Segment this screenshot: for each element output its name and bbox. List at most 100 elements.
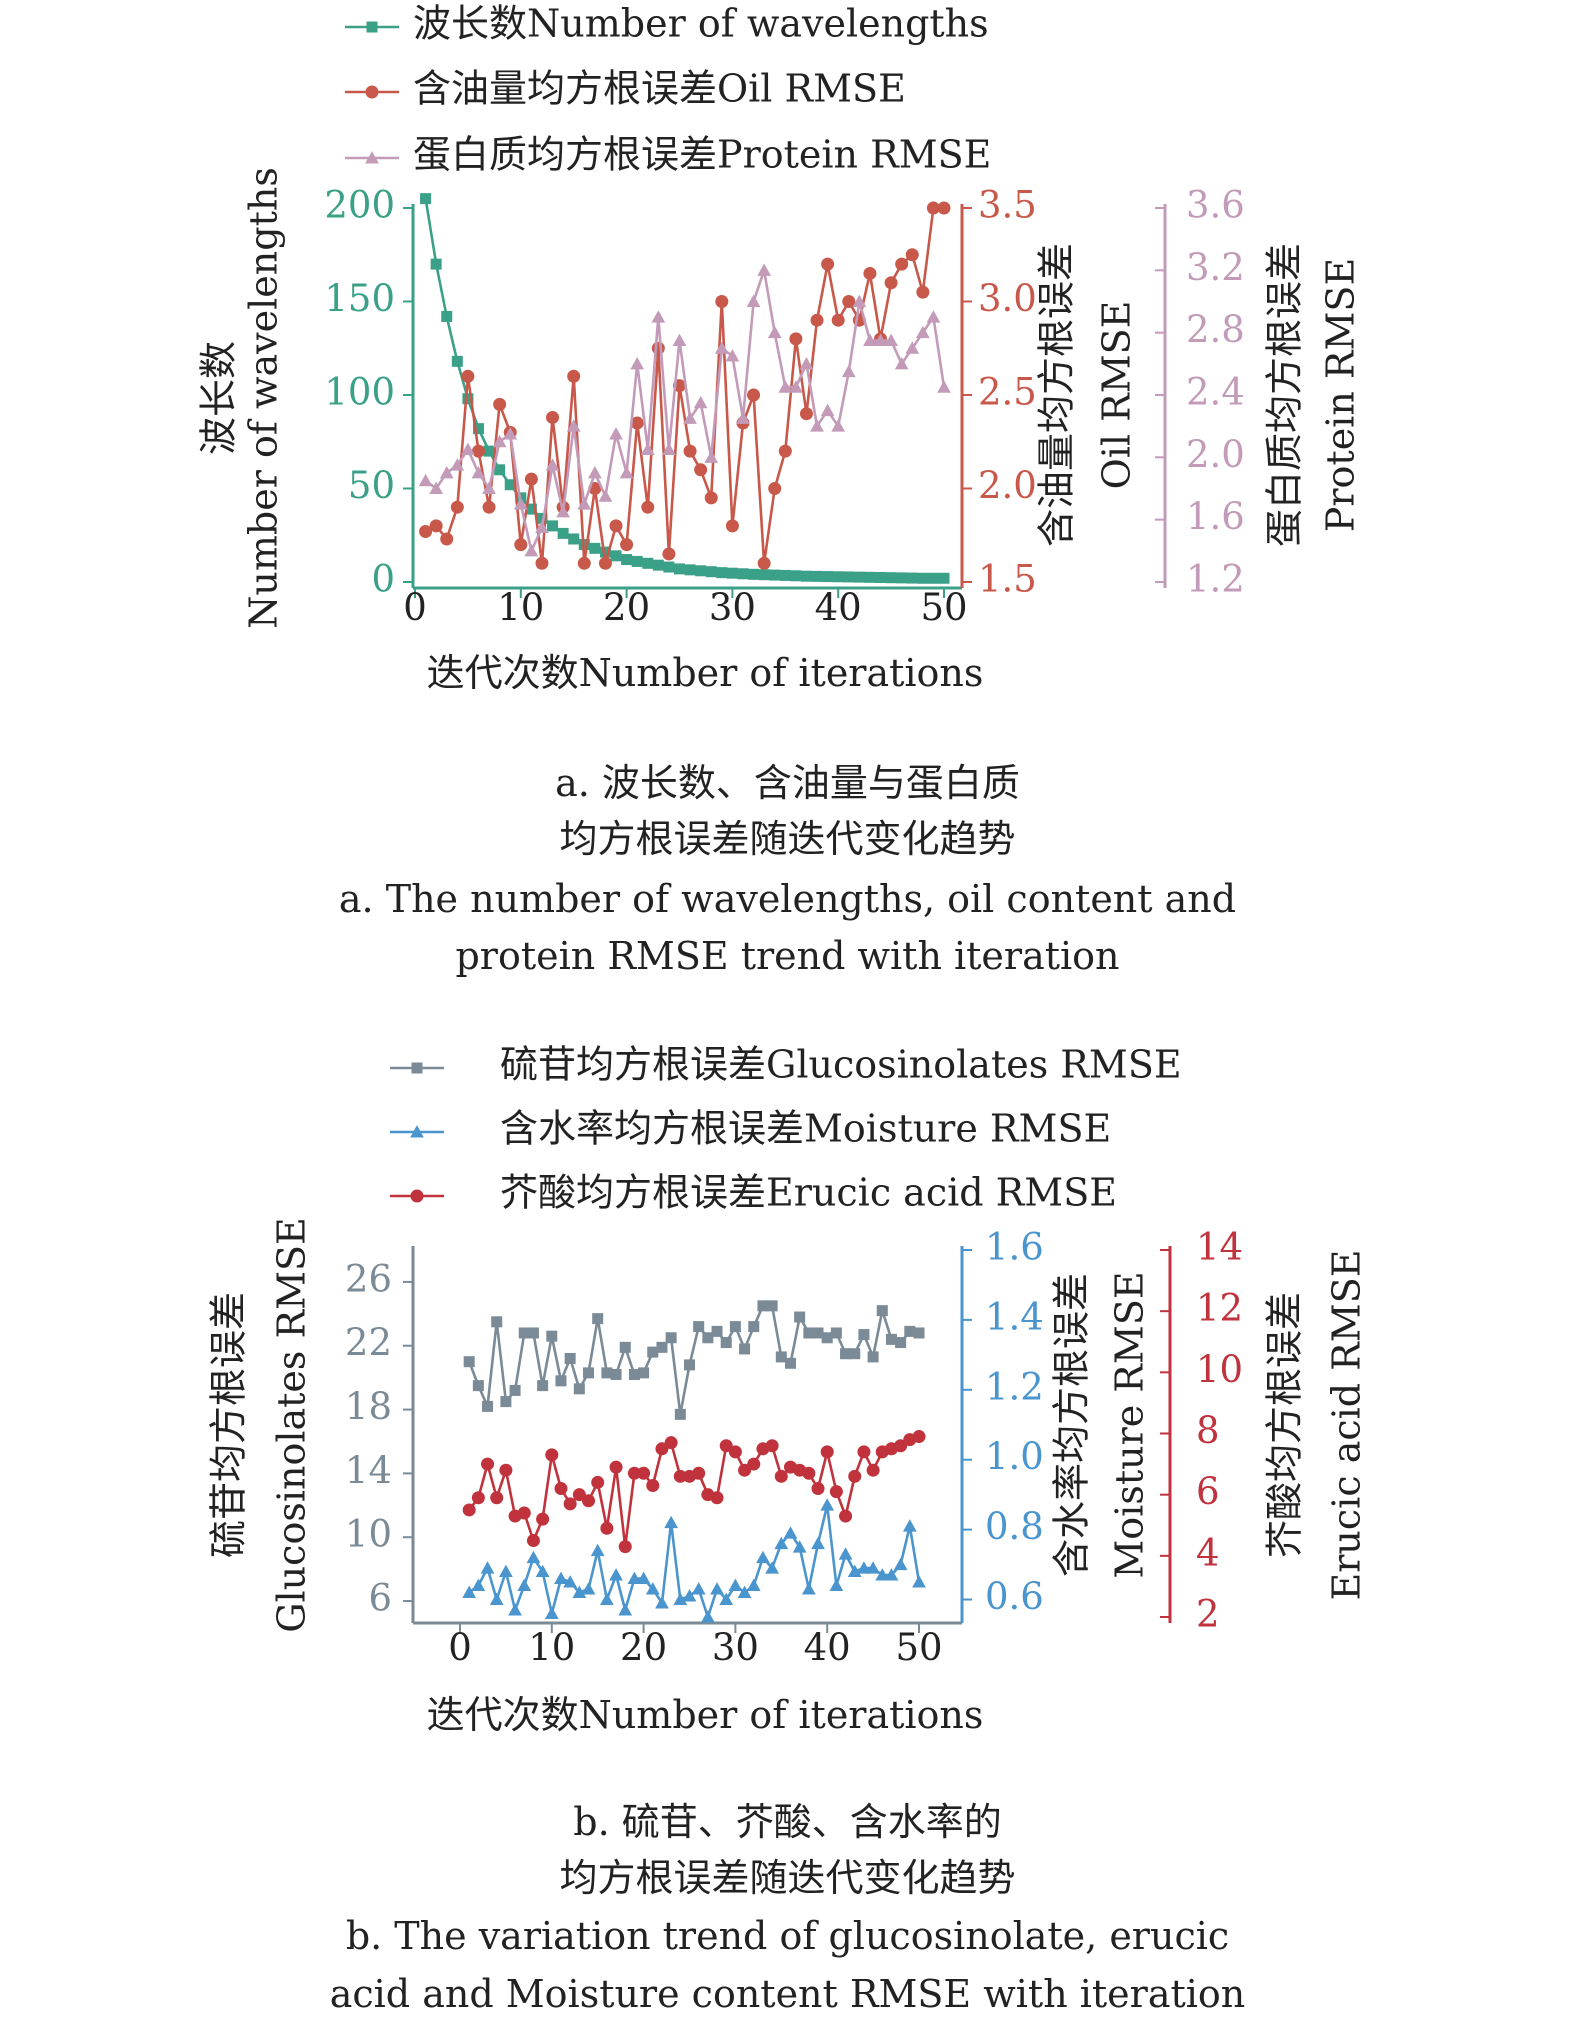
series-3-point [556, 505, 570, 518]
legend-label: 芥酸均方根误差Erucic acid RMSE [500, 1171, 1117, 1215]
series-2-point [710, 1582, 724, 1595]
series-2-point [783, 1526, 798, 1539]
x-tick-label: 30 [712, 1626, 759, 1669]
series-3-point [719, 1439, 733, 1453]
series-2-point [831, 313, 845, 327]
right2-axis-title-cn: 芥酸均方根误差 [1263, 1292, 1307, 1558]
series-2-point [630, 416, 644, 430]
series-3-point [655, 1442, 669, 1456]
series-2-point [508, 1603, 522, 1616]
right1-tick-label: 0.6 [985, 1575, 1044, 1618]
series-3-point [873, 333, 888, 346]
series-1-point [757, 1300, 769, 1312]
series-3-point [513, 497, 528, 510]
series-1-point [642, 557, 654, 569]
left-tick-label: 26 [345, 1257, 392, 1300]
series-2-point [493, 397, 507, 411]
series-1-point [858, 1329, 870, 1341]
series-2-point [620, 538, 634, 552]
series-line-3 [424, 268, 946, 553]
right1-tick-label: 3.0 [978, 277, 1037, 320]
series-1-point [555, 1375, 567, 1387]
series-3-point [757, 263, 772, 276]
series-3-point [831, 419, 846, 432]
series-1-point [500, 1396, 512, 1408]
series-1-point [769, 569, 781, 581]
series-1-point [483, 445, 495, 457]
series-1-point [599, 546, 611, 558]
right2-tick-label: 2 [1196, 1593, 1220, 1636]
series-2-point [535, 1564, 550, 1578]
series-3-point [778, 380, 793, 393]
series-1-point [917, 572, 929, 584]
series-1-point [853, 571, 865, 583]
series-1-point [821, 1332, 833, 1344]
right2-tick-label: 1.6 [1186, 495, 1245, 538]
series-2-point [747, 388, 761, 402]
caption-a-line-4: protein RMSE trend with iteration [455, 934, 1120, 978]
series-3-point [820, 1445, 834, 1459]
series-1-point [547, 520, 559, 532]
series-1-point [695, 565, 707, 577]
series-2-point [820, 1498, 835, 1511]
series-3-point [471, 466, 486, 479]
series-1-point [568, 533, 580, 545]
series-1-point [705, 566, 717, 578]
series-2-point [863, 266, 877, 280]
series-2-point [792, 1540, 807, 1553]
series-3-point [894, 1439, 908, 1453]
series-2-point [857, 1561, 871, 1574]
legend-swatch-marker [410, 1189, 424, 1203]
series-2-point [866, 1561, 880, 1574]
series-3-point [471, 1491, 485, 1505]
right1-tick-label: 1.6 [985, 1226, 1044, 1269]
series-1-point [720, 1337, 732, 1349]
series-3-point [915, 325, 930, 339]
right2-tick-label: 2.4 [1186, 371, 1245, 414]
series-3-point [820, 403, 835, 417]
legend-swatch-marker [365, 85, 379, 99]
series-2-point [609, 519, 623, 533]
series-2-point [499, 1564, 513, 1578]
series-1-point [896, 572, 908, 584]
series-1-point [491, 1316, 503, 1328]
series-3-point [704, 450, 719, 463]
series-1-point [938, 572, 950, 584]
series-2-point [471, 444, 485, 458]
series-3-point [912, 1430, 926, 1444]
series-3-point [863, 333, 877, 346]
left-axis-title-cn: 硫苷均方根误差 [207, 1292, 251, 1558]
series-3-point [587, 466, 602, 479]
series-1-point [601, 1367, 613, 1379]
series-3-point [554, 1482, 568, 1496]
series-3-point [461, 442, 475, 456]
series-3-point [499, 1463, 513, 1477]
series-3-point [591, 1475, 605, 1489]
series-2-point [563, 1575, 578, 1588]
left-tick-label: 10 [345, 1513, 392, 1556]
series-1-point [619, 1341, 631, 1353]
series-2-point [847, 1564, 862, 1578]
series-1-point [628, 1368, 640, 1380]
caption-b-line-3: b. The variation trend of glucosinolate,… [345, 1914, 1230, 1958]
series-1-point [621, 554, 633, 566]
series-1-point [504, 479, 516, 491]
series-3-point [747, 1457, 761, 1471]
series-2-point [829, 1578, 844, 1592]
right1-tick-label: 1.4 [985, 1295, 1044, 1338]
x-tick-label: 20 [603, 586, 650, 629]
series-3-point [714, 341, 729, 354]
legend-swatch-marker [411, 1062, 423, 1074]
series-3-point [577, 497, 592, 510]
right2-tick-label: 3.2 [1186, 246, 1245, 289]
right1-tick-label: 3.5 [978, 184, 1037, 227]
x-tick-label: 0 [448, 1626, 472, 1669]
left-tick-label: 150 [324, 277, 395, 320]
series-2-point [905, 248, 919, 262]
legend-label: 含油量均方根误差Oil RMSE [413, 67, 906, 111]
right1-tick-label: 2.0 [978, 464, 1037, 507]
series-1-point [656, 1341, 668, 1353]
left-tick-label: 14 [345, 1449, 392, 1492]
legend-swatch-marker [365, 151, 379, 164]
